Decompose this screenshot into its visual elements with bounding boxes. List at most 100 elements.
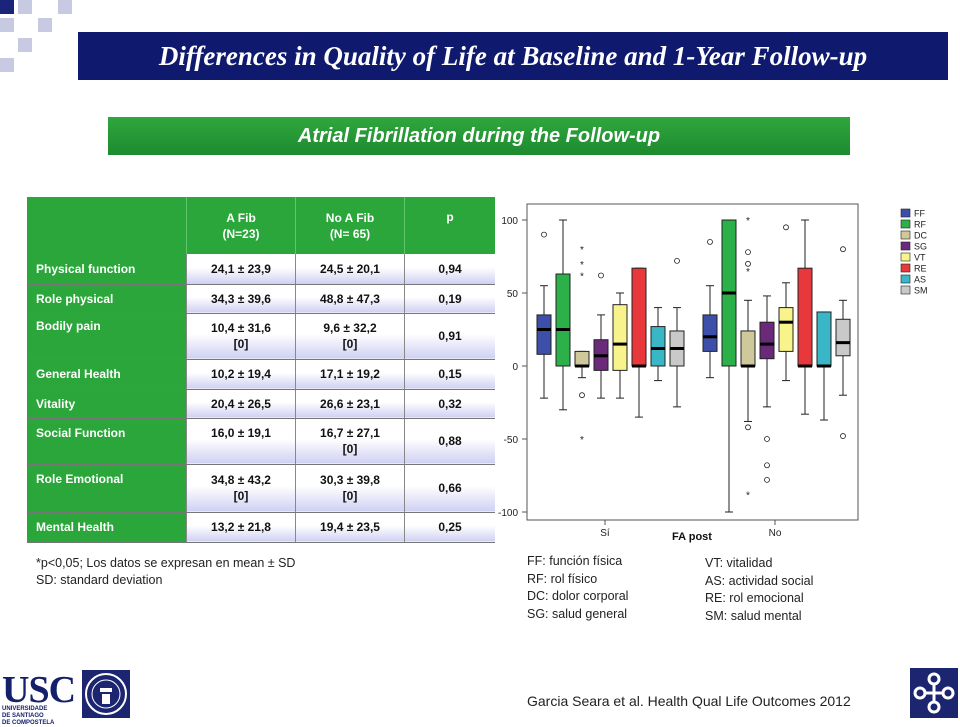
legend-label: RE [914,264,927,274]
extreme-point: * [746,490,750,501]
y-tick-label: 50 [507,289,519,300]
row-label: Vitality [27,389,187,419]
afib-value: 34,8 ± 43,2 [0] [186,464,296,513]
no-afib-mean-sd: 26,6 ± 23,1 [320,396,380,411]
no-afib-median: [0] [342,337,358,351]
afib-value: 20,4 ± 26,5 [186,389,296,419]
table-header-corner [27,197,187,254]
header-afib-label: A Fib [226,210,256,225]
row-label: Role physical [27,284,187,314]
afib-value: 10,2 ± 19,4 [186,359,296,390]
no-afib-value: 26,6 ± 23,1 [295,389,405,419]
row-label: Bodily pain [27,313,187,360]
extreme-point: * [580,435,584,446]
row-label: Role Emotional [27,464,187,513]
outlier-point [579,392,585,399]
p-value: 0,32 [404,389,495,419]
abbreviation-item: RF: rol físico [527,571,598,586]
p-value: 0,91 [404,313,495,360]
abbreviation-item: DC: dolor corporal [527,589,629,603]
table-row: Bodily pain 10,4 ± 31,6 [0] 9,6 ± 32,2 [0]… [27,313,495,360]
table-row: Vitality 20,4 ± 26,5 26,6 ± 23,1 0,32 [27,389,495,419]
plot-frame [526,203,859,521]
box-ff [536,314,552,355]
footnote-significance: *p<0,05; Los datos se expresan en mean ±… [36,556,296,570]
legend-swatch-rf [900,219,911,229]
decorative-square [58,0,72,14]
outlier-point [745,249,751,256]
afib-mean-sd: 13,2 ± 21,8 [211,520,271,534]
abbreviation-item: SG: salud general [527,606,628,621]
abbreviation-item: RE: rol emocional [705,591,804,605]
legend-label: SG [914,242,927,252]
no-afib-value: 48,8 ± 47,3 [295,284,405,314]
afib-mean-sd: 20,4 ± 26,5 [211,396,271,411]
usc-university-name: UNIVERSIDADE DE SANTIAGO DE COMPOSTELA [2,706,54,727]
outlier-point [598,272,604,279]
y-tick-label: 0 [512,362,518,373]
x-axis-label: FA post [672,531,712,543]
no-afib-mean-sd: 30,3 ± 39,8 [320,473,380,487]
legend-swatch-sm [900,285,911,295]
box-ff [702,314,718,352]
decorative-square [38,18,52,32]
legend-label: RF [914,220,926,230]
outlier-point [764,436,770,442]
legend-label: DC [914,231,927,241]
box-vt [778,307,794,352]
header-afib: A Fib (N=23) [186,197,296,254]
university-seal-icon [82,670,130,718]
legend-swatch-ff [900,208,911,218]
afib-value: 10,4 ± 31,6 [0] [186,313,296,360]
p-value: 0,19 [404,284,495,314]
box-sg [759,321,775,360]
outlier-point [764,462,770,469]
no-afib-median: [0] [342,442,358,456]
no-afib-mean-sd: 19,4 ± 23,5 [320,520,380,534]
afib-value: 34,3 ± 39,6 [186,284,296,314]
page-title: Differences in Quality of Life at Baseli… [78,32,948,80]
extreme-point: * [746,216,750,227]
p-value: 0,15 [404,359,495,390]
outlier-point [764,476,770,483]
extreme-point: * [580,260,584,271]
table-row: Role Emotional 34,8 ± 43,2 [0] 30,3 ± 39,… [27,464,495,513]
legend-swatch-sg [900,241,911,251]
no-afib-mean-sd: 24,5 ± 20,1 [320,261,380,276]
header-afib-n: (N=23) [222,226,260,241]
header-no-afib: No A Fib (N= 65) [295,197,405,254]
quality-of-life-table: A Fib (N=23) No A Fib (N= 65) p Physical f… [27,197,495,543]
table-row: Mental Health 13,2 ± 21,8 19,4 ± 23,5 0,… [27,512,495,543]
legend-label: AS [914,275,926,285]
abbreviation-item: AS: actividad social [705,573,814,588]
no-afib-mean-sd: 9,6 ± 32,2 [323,321,377,335]
afib-value: 16,0 ± 19,1 [186,418,296,465]
abbreviation-item: VT: vitalidad [705,556,773,570]
p-value: 0,25 [404,512,495,543]
box-rf [555,273,571,367]
row-label: General Health [27,359,187,390]
no-afib-value: 30,3 ± 39,8 [0] [295,464,405,513]
box-re [631,267,647,367]
no-afib-value: 16,7 ± 27,1 [0] [295,418,405,465]
row-label: Physical function [27,254,187,285]
no-afib-value: 19,4 ± 23,5 [295,512,405,543]
footnote-sd: SD: standard deviation [36,573,163,587]
no-afib-median: [0] [342,489,358,503]
abbreviation-item: FF: función física [527,554,623,568]
outlier-point [541,231,547,238]
box-re [797,267,813,367]
outlier-point [707,238,713,245]
no-afib-value: 9,6 ± 32,2 [0] [295,313,405,360]
y-tick-label: -50 [504,435,519,446]
afib-mean-sd: 34,8 ± 43,2 [211,473,271,487]
y-tick-label: 100 [501,216,518,227]
extreme-point: * [580,245,584,256]
table-row: Social Function 16,0 ± 19,1 16,7 ± 27,1 [… [27,418,495,465]
afib-mean-sd: 16,0 ± 19,1 [211,425,271,440]
afib-value: 24,1 ± 23,9 [186,254,296,285]
citation: Garcia Seara et al. Health Qual Life Out… [527,693,851,709]
outlier-point [840,433,846,439]
afib-mean-sd: 10,2 ± 19,4 [211,367,271,381]
